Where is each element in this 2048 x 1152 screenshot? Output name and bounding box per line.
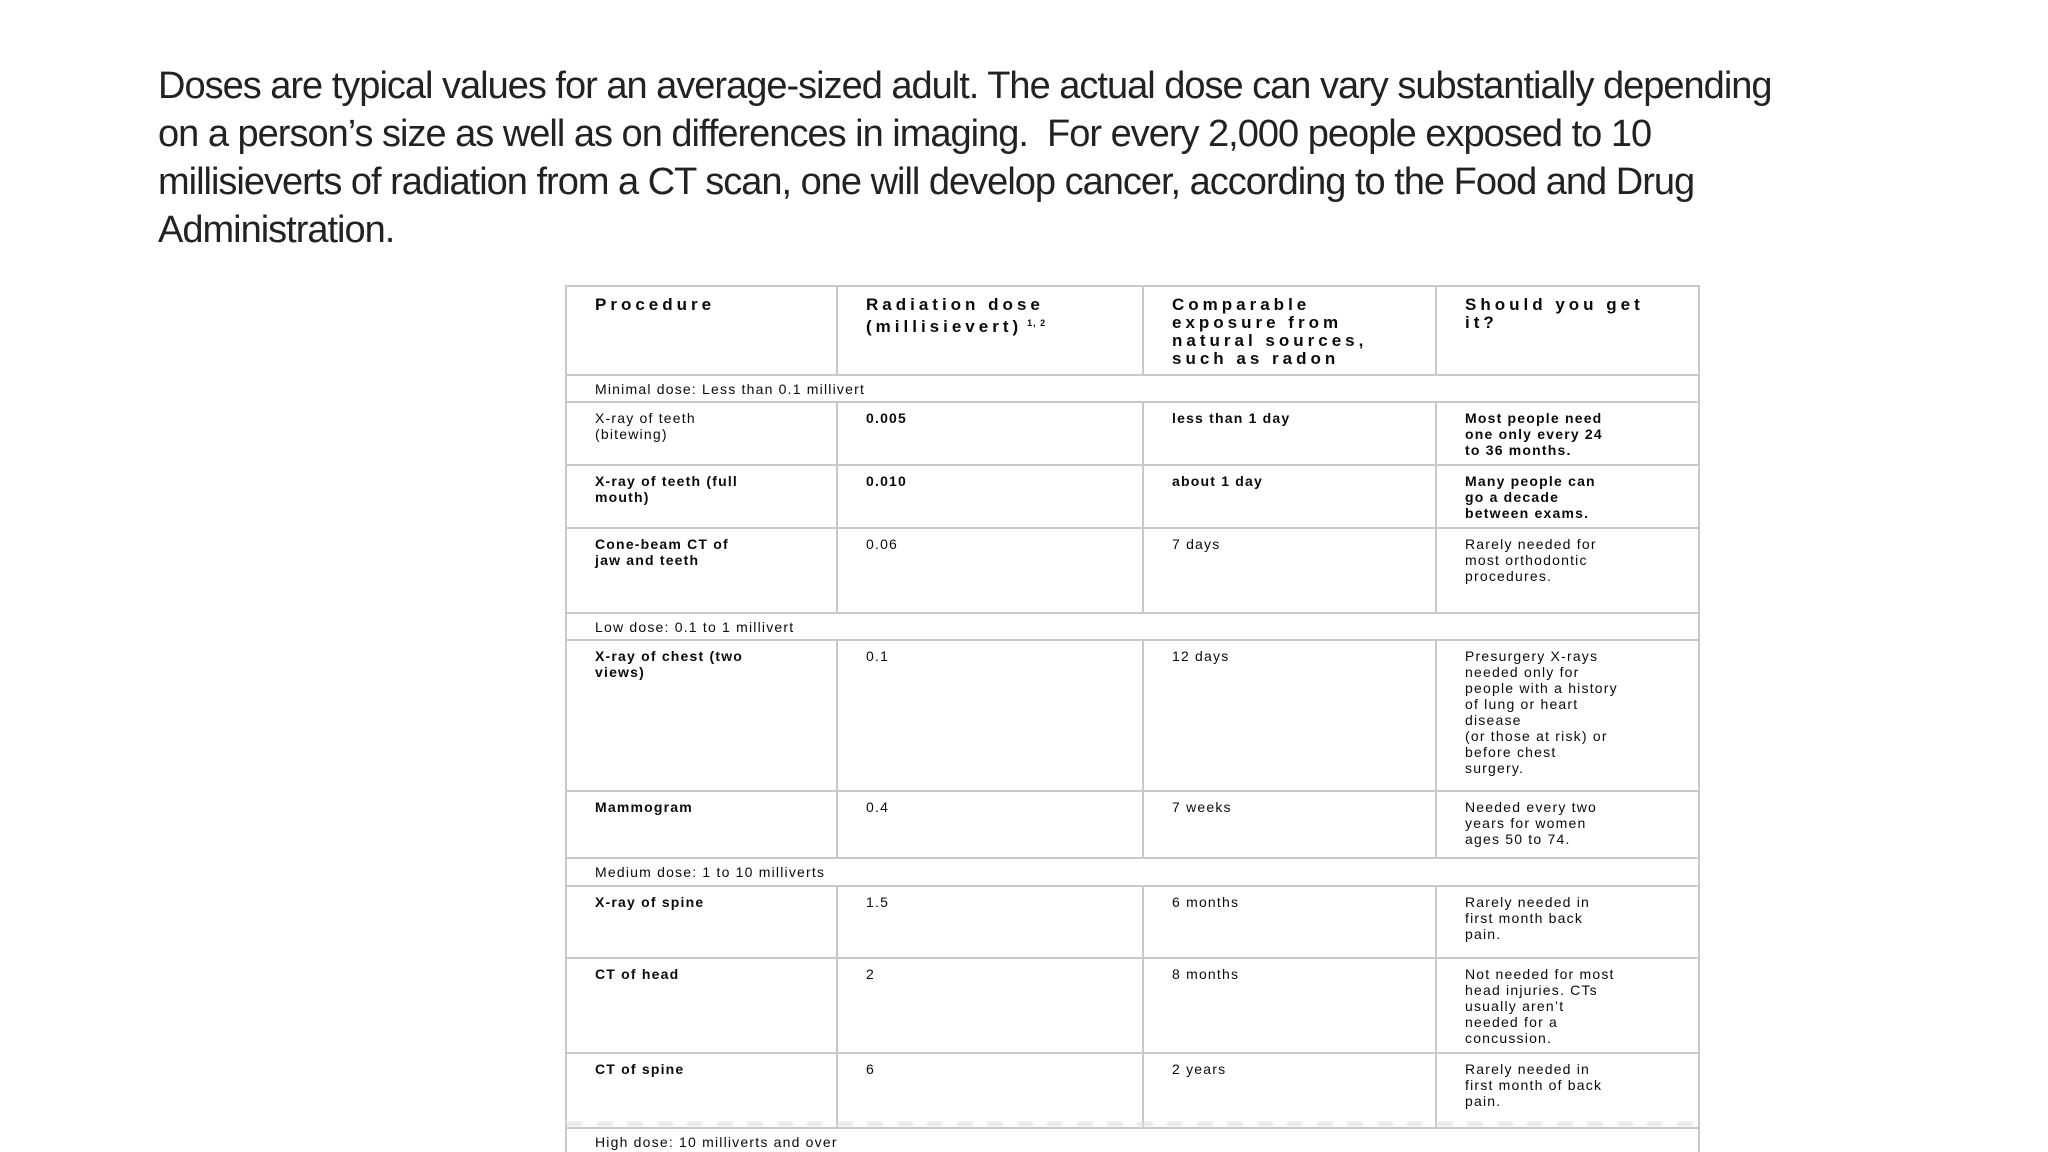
section-header-high-dose: High dose: 10 milliverts and over	[565, 1127, 1700, 1152]
column-header-radiation-dose: Radiation dose (millisievert) 1, 2	[836, 285, 1144, 376]
table-row-xray-teeth-bitewing: X-ray of teeth (bitewing) 0.005 less tha…	[565, 401, 1700, 466]
table-row-xray-teeth-full-mouth: X-ray of teeth (full mouth) 0.010 about …	[565, 464, 1700, 529]
table-row-cone-beam-ct: Cone-beam CT of jaw and teeth 0.06 7 day…	[565, 527, 1700, 614]
column-header-should-you-get-it-label: Should you get it?	[1465, 295, 1644, 332]
advice-cell: Needed every two years for women ages 50…	[1435, 790, 1700, 859]
advice-cell: Many people can go a decade between exam…	[1435, 464, 1700, 529]
radiation-dose-table-container: Procedure Radiation dose (millisievert) 1…	[565, 285, 1700, 1152]
radiation-dose-table: Procedure Radiation dose (millisievert) 1…	[565, 285, 1700, 1152]
section-header-minimal-dose-label: Minimal dose: Less than 0.1 millivert	[565, 374, 1700, 403]
table-row-xray-spine: X-ray of spine 1.5 6 months Rarely neede…	[565, 885, 1700, 959]
exposure-cell: less than 1 day	[1142, 401, 1437, 466]
table-row-ct-head: CT of head 2 8 months Not needed for mos…	[565, 957, 1700, 1054]
section-header-medium-dose-label: Medium dose: 1 to 10 milliverts	[565, 857, 1700, 887]
column-header-comparable-exposure-label: Comparable exposure from natural sources…	[1172, 295, 1368, 368]
dose-cell: 2	[836, 957, 1144, 1054]
table-header-row: Procedure Radiation dose (millisievert) 1…	[565, 285, 1700, 376]
exposure-cell: 8 months	[1142, 957, 1437, 1054]
table-row-xray-chest: X-ray of chest (two views) 0.1 12 days P…	[565, 639, 1700, 792]
advice-cell: Most people need one only every 24 to 36…	[1435, 401, 1700, 466]
section-header-minimal-dose: Minimal dose: Less than 0.1 millivert	[565, 374, 1700, 403]
procedure-cell: CT of head	[565, 957, 838, 1054]
section-header-low-dose-label: Low dose: 0.1 to 1 millivert	[565, 612, 1700, 641]
table-row-mammogram: Mammogram 0.4 7 weeks Needed every two y…	[565, 790, 1700, 859]
intro-paragraph: Doses are typical values for an average-…	[158, 65, 1773, 251]
advice-cell: Rarely needed for most orthodontic proce…	[1435, 527, 1700, 614]
dose-cell: 0.1	[836, 639, 1144, 792]
exposure-cell: 7 weeks	[1142, 790, 1437, 859]
column-header-procedure: Procedure	[565, 285, 838, 376]
procedure-cell: CT of spine	[565, 1052, 838, 1129]
advice-cell: Rarely needed in first month back pain.	[1435, 885, 1700, 959]
dose-footnote-superscript: 1, 2	[1027, 318, 1047, 328]
exposure-cell: 7 days	[1142, 527, 1437, 614]
column-header-comparable-exposure: Comparable exposure from natural sources…	[1142, 285, 1437, 376]
dose-cell: 0.06	[836, 527, 1144, 614]
dose-cell: 0.010	[836, 464, 1144, 529]
procedure-cell: X-ray of teeth (bitewing)	[565, 401, 838, 466]
dose-cell: 6	[836, 1052, 1144, 1129]
section-header-high-dose-label: High dose: 10 milliverts and over	[565, 1127, 1700, 1152]
section-header-low-dose: Low dose: 0.1 to 1 millivert	[565, 612, 1700, 641]
procedure-cell: X-ray of chest (two views)	[565, 639, 838, 792]
column-header-procedure-label: Procedure	[595, 295, 716, 314]
procedure-cell: Cone-beam CT of jaw and teeth	[565, 527, 838, 614]
cropped-next-row-remnant	[567, 1122, 1695, 1126]
exposure-cell: about 1 day	[1142, 464, 1437, 529]
advice-cell: Not needed for most head injuries. CTs u…	[1435, 957, 1700, 1054]
column-header-radiation-dose-label: Radiation dose (millisievert)	[866, 295, 1044, 336]
procedure-cell: X-ray of teeth (full mouth)	[565, 464, 838, 529]
exposure-cell: 12 days	[1142, 639, 1437, 792]
procedure-cell: X-ray of spine	[565, 885, 838, 959]
procedure-cell: Mammogram	[565, 790, 838, 859]
column-header-should-you-get-it: Should you get it?	[1435, 285, 1700, 376]
dose-cell: 1.5	[836, 885, 1144, 959]
exposure-cell: 2 years	[1142, 1052, 1437, 1129]
table-row-ct-spine: CT of spine 6 2 years Rarely needed in f…	[565, 1052, 1700, 1129]
dose-cell: 0.005	[836, 401, 1144, 466]
advice-cell: Presurgery X-rays needed only for people…	[1435, 639, 1700, 792]
advice-cell: Rarely needed in first month of back pai…	[1435, 1052, 1700, 1129]
exposure-cell: 6 months	[1142, 885, 1437, 959]
section-header-medium-dose: Medium dose: 1 to 10 milliverts	[565, 857, 1700, 887]
dose-cell: 0.4	[836, 790, 1144, 859]
